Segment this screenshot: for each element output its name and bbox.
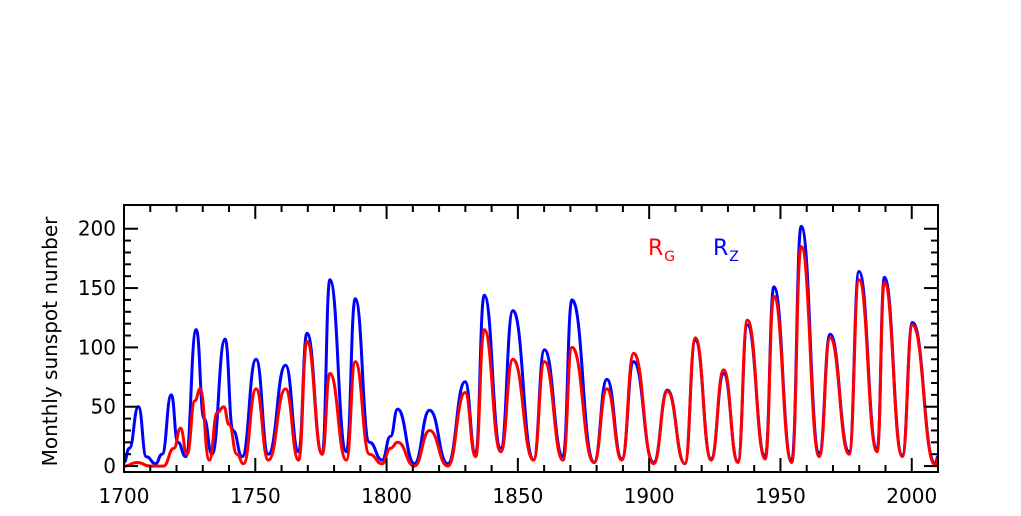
y-tick-label: 200 [78, 217, 116, 241]
y-axis-label: Monthly sunspot number [38, 216, 62, 467]
y-tick-label: 150 [78, 276, 116, 300]
legend-label-rg: RG [648, 236, 675, 265]
x-tick-label: 1950 [755, 484, 806, 508]
legend: RG RZ [648, 236, 739, 265]
ticks-layer [123, 205, 939, 472]
legend-label-rz: RZ [713, 236, 739, 265]
x-tick-label: 1700 [99, 484, 150, 508]
y-tick-label: 0 [103, 454, 116, 478]
x-tick-labels: 1700 1750 1800 1850 1900 1950 2000 [99, 484, 938, 508]
x-tick-label: 2000 [886, 484, 937, 508]
plot-frame [123, 204, 939, 473]
x-tick-label: 1900 [624, 484, 675, 508]
series-line-rg [123, 245, 939, 468]
series-layer [123, 224, 939, 468]
y-tick-labels: 0 50 100 150 200 [78, 217, 116, 478]
y-tick-label: 100 [78, 335, 116, 359]
y-tick-label: 50 [91, 395, 116, 419]
x-tick-label: 1750 [230, 484, 281, 508]
series-line-rz [123, 224, 939, 466]
x-tick-label: 1850 [492, 484, 543, 508]
x-tick-label: 1800 [361, 484, 412, 508]
